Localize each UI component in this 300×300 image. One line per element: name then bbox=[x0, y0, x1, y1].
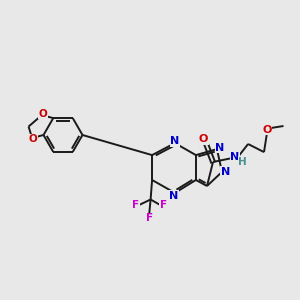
Text: N: N bbox=[169, 191, 178, 201]
Text: O: O bbox=[29, 134, 38, 144]
Text: F: F bbox=[132, 200, 139, 211]
Text: F: F bbox=[146, 213, 153, 223]
Text: O: O bbox=[262, 125, 272, 135]
Text: N: N bbox=[215, 142, 224, 153]
Text: F: F bbox=[160, 200, 167, 211]
Text: N: N bbox=[221, 167, 230, 177]
Text: O: O bbox=[199, 134, 208, 145]
Text: N: N bbox=[230, 152, 239, 162]
Text: N: N bbox=[170, 136, 179, 146]
Text: O: O bbox=[39, 109, 47, 119]
Text: H: H bbox=[238, 157, 247, 167]
